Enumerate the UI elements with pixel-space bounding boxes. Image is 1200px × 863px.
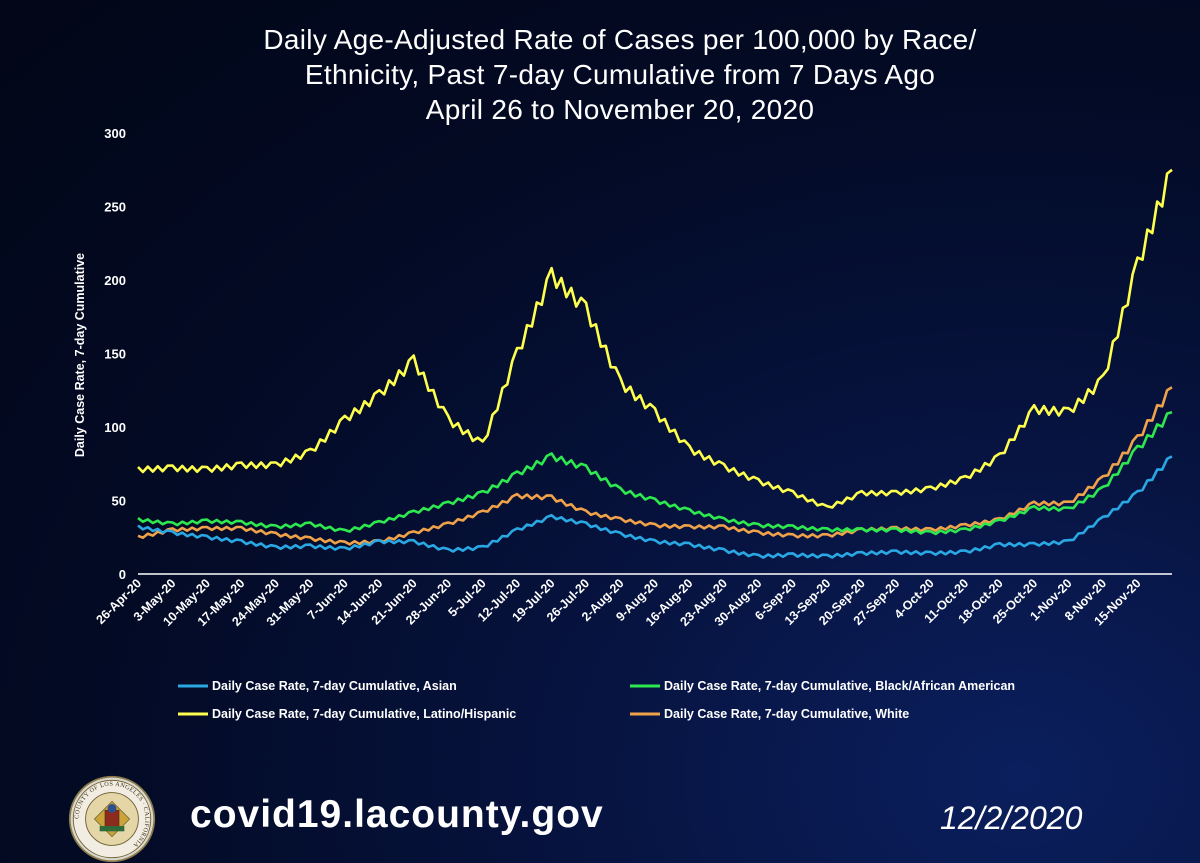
chart-series-lines [137,168,1173,559]
legend-label: Daily Case Rate, 7-day Cumulative, White [664,707,909,721]
footer-url: covid19.lacounty.gov [190,793,604,836]
y-axis-tick-labels: 0 50 100 150 200 250 300 [104,126,126,582]
legend-label: Daily Case Rate, 7-day Cumulative, Black… [664,679,1015,693]
y-axis-label: Daily Case Rate, 7-day Cumulative [73,253,87,457]
county-seal-logo: COUNTY OF LOS ANGELES · CALIFORNIA [68,775,156,863]
title-line-3: April 26 to November 20, 2020 [425,94,815,125]
footer-date: 12/2/2020 [940,800,1083,836]
title-line-2: Ethnicity, Past 7-day Cumulative from 7 … [304,59,936,90]
series-line-2 [137,168,1173,509]
legend-label: Daily Case Rate, 7-day Cumulative, Asian [212,679,457,693]
title-line-1: Daily Age-Adjusted Rate of Cases per 100… [263,24,977,55]
chart-legend: Daily Case Rate, 7-day Cumulative, Asian… [178,679,1015,721]
y-tick-label: 150 [104,347,126,362]
series-line-3 [137,386,1173,546]
y-tick-label: 50 [112,494,126,509]
y-tick-label: 0 [119,567,126,582]
y-tick-label: 300 [104,126,126,141]
x-axis-tick-labels: 26-Apr-203-May-2010-May-2017-May-2024-Ma… [93,576,1143,629]
legend-label: Daily Case Rate, 7-day Cumulative, Latin… [212,707,516,721]
y-tick-label: 200 [104,273,126,288]
y-tick-label: 100 [104,420,126,435]
series-line-0 [137,455,1173,559]
chart-title: Daily Age-Adjusted Rate of Cases per 100… [150,22,1090,127]
y-tick-label: 250 [104,200,126,215]
series-line-1 [137,411,1173,536]
